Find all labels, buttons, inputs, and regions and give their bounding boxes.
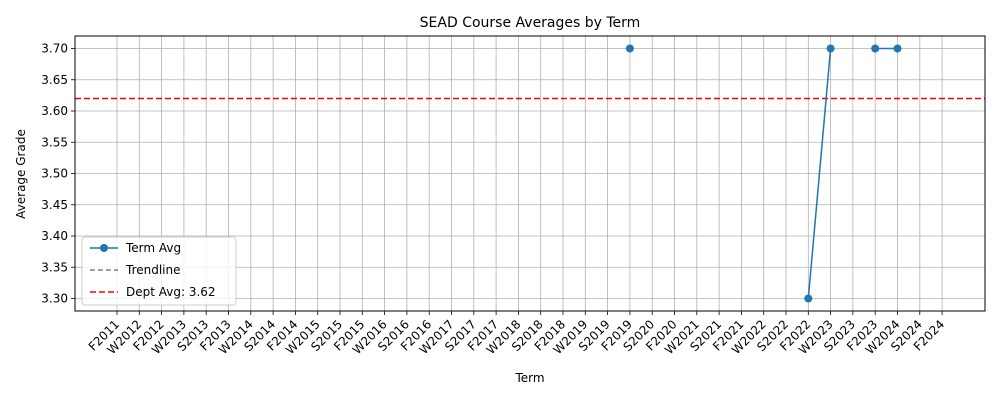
series-line-segment	[807, 48, 832, 299]
x-axis-label: Term	[514, 371, 544, 385]
series-term-avg	[625, 44, 902, 303]
y-tick-label: 3.55	[41, 135, 68, 149]
legend-trendline-label: Trendline	[125, 263, 181, 277]
y-tick-label: 3.60	[41, 104, 68, 118]
y-axis-label: Average Grade	[14, 129, 28, 219]
data-point	[625, 44, 634, 53]
legend: Term Avg Trendline Dept Avg: 3.62	[81, 236, 237, 306]
y-ticks: 3.30 3.35 3.40 3.45 3.50 3.55 3.60 3.65 3.70	[41, 42, 75, 306]
y-tick-label: 3.50	[41, 167, 68, 181]
y-tick-label: 3.70	[41, 42, 68, 56]
chart-title: SEAD Course Averages by Term	[420, 15, 641, 31]
legend-term-avg-marker	[100, 244, 108, 252]
data-point	[893, 44, 902, 53]
data-point	[826, 44, 835, 53]
y-tick-label: 3.65	[41, 73, 68, 87]
legend-dept-avg-label: Dept Avg: 3.62	[126, 285, 216, 299]
legend-term-avg-label: Term Avg	[125, 241, 181, 255]
y-tick-label: 3.45	[41, 198, 68, 212]
legend-box	[81, 236, 237, 306]
x-ticks: F2011W2012F2012W2013S2013F2013W2014S2014…	[86, 311, 947, 357]
y-tick-label: 3.40	[41, 229, 68, 243]
data-point	[804, 294, 813, 303]
y-tick-label: 3.30	[41, 292, 68, 306]
y-tick-label: 3.35	[41, 260, 68, 274]
data-point	[871, 44, 880, 53]
